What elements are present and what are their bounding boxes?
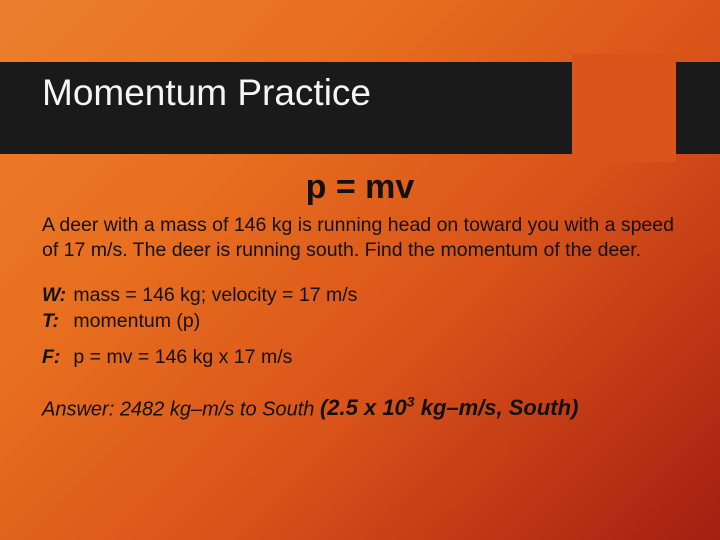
accent-block	[572, 54, 676, 162]
answer-sci-open: (2.5 x 10	[320, 395, 407, 420]
f-label: F:	[42, 343, 68, 371]
t-label: T:	[42, 307, 68, 335]
given-line: W: mass = 146 kg; velocity = 17 m/s	[42, 281, 678, 309]
t-text: momentum (p)	[73, 310, 200, 332]
answer-sci-close: kg–m/s, South)	[415, 395, 579, 420]
slide-content: p = mv A deer with a mass of 146 kg is r…	[42, 168, 678, 421]
slide-title: Momentum Practice	[42, 72, 371, 114]
answer-label: Answer:	[42, 398, 114, 420]
slide: Momentum Practice p = mv A deer with a m…	[0, 0, 720, 540]
answer-scientific: (2.5 x 103 kg–m/s, South)	[320, 395, 578, 420]
target-line: T: momentum (p)	[42, 307, 678, 335]
answer-sci-exp: 3	[407, 394, 415, 410]
formula-line: F: p = mv = 146 kg x 17 m/s	[42, 343, 678, 371]
w-text: mass = 146 kg; velocity = 17 m/s	[73, 284, 357, 306]
formula: p = mv	[42, 168, 678, 207]
answer-value: 2482 kg–m/s to South	[120, 398, 315, 420]
answer-line: Answer: 2482 kg–m/s to South (2.5 x 103 …	[42, 394, 678, 421]
problem-text: A deer with a mass of 146 kg is running …	[42, 213, 678, 263]
f-text: p = mv = 146 kg x 17 m/s	[73, 346, 292, 368]
w-label: W:	[42, 281, 68, 309]
